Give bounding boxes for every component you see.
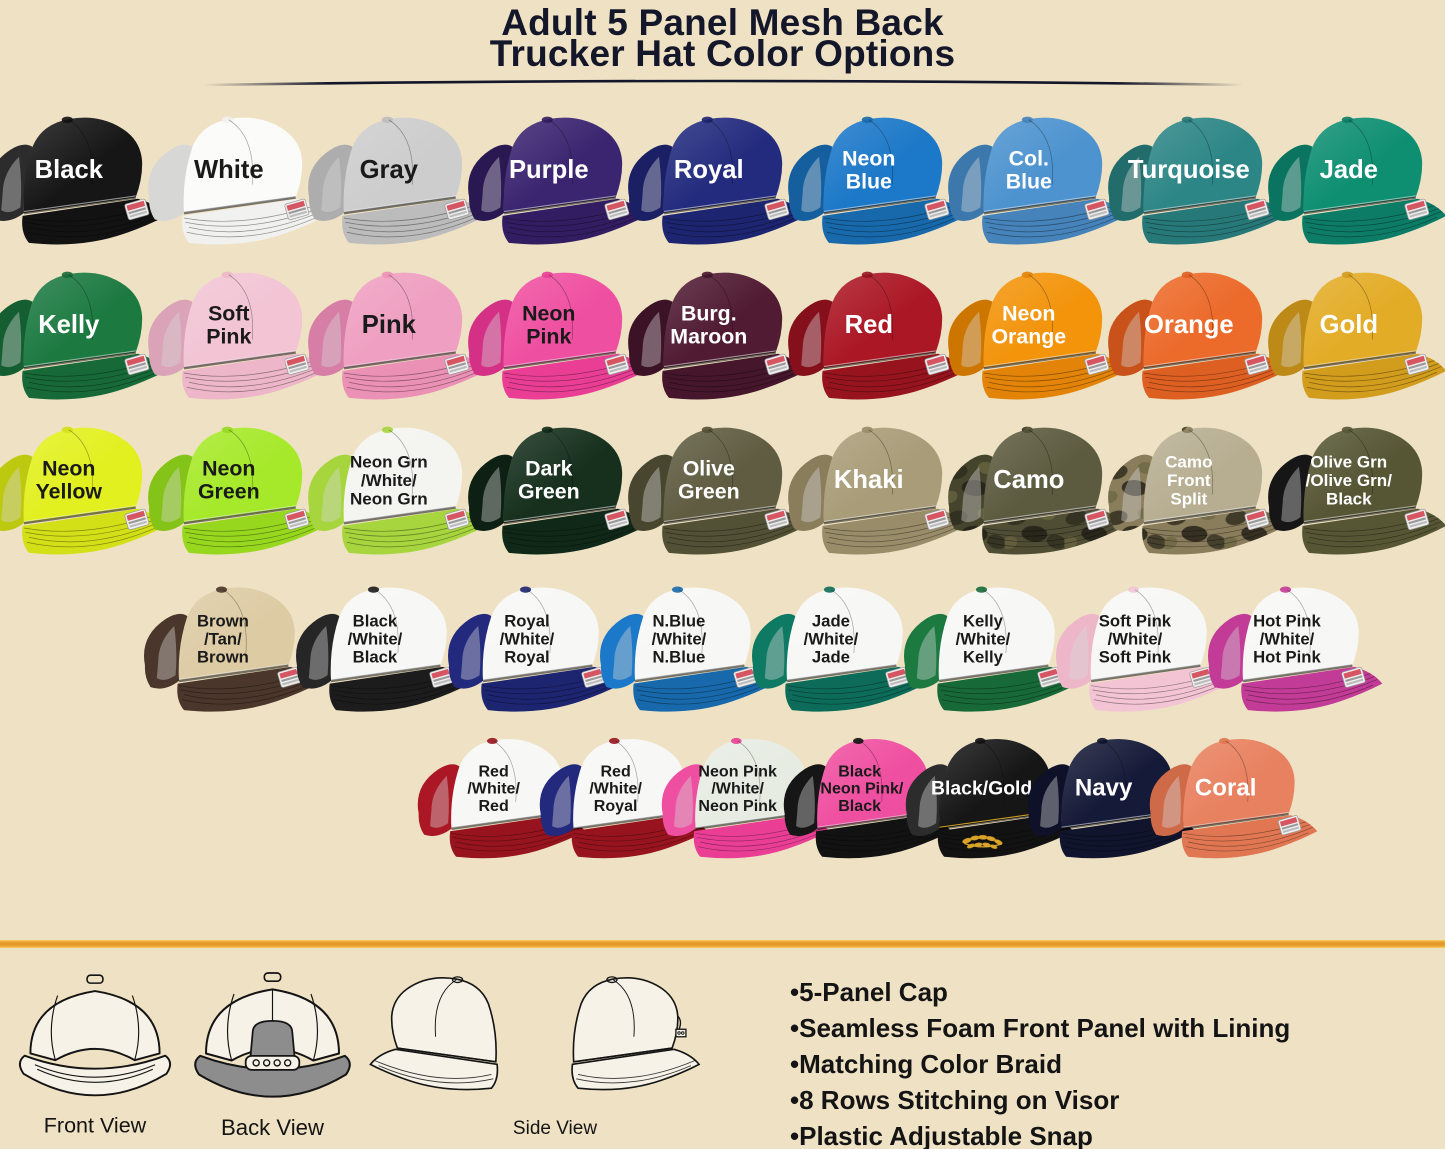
svg-text:Purple: Purple [509, 156, 589, 184]
svg-text:Kelly: Kelly [38, 311, 100, 339]
svg-text:Coral: Coral [1195, 775, 1257, 802]
svg-text:Gold: Gold [1320, 311, 1378, 339]
svg-text:White: White [194, 156, 264, 184]
svg-text:Black/White/Black: Black/White/Black [348, 611, 403, 666]
svg-text:Soft Pink/White/Soft Pink: Soft Pink/White/Soft Pink [1099, 611, 1172, 666]
svg-text:Back View: Back View [221, 1115, 325, 1140]
svg-text:Hot Pink/White/Hot Pink: Hot Pink/White/Hot Pink [1253, 611, 1321, 666]
svg-text:Neon Grn/White/Neon Grn: Neon Grn/White/Neon Grn [350, 452, 428, 508]
svg-text:Kelly/White/Kelly: Kelly/White/Kelly [956, 611, 1011, 666]
svg-text:Royal/White/Royal: Royal/White/Royal [500, 611, 555, 666]
svg-text:Khaki: Khaki [834, 466, 904, 494]
svg-text:Pink: Pink [362, 311, 417, 339]
svg-text:Jade: Jade [1320, 156, 1378, 184]
svg-text:Orange: Orange [1144, 311, 1234, 339]
svg-text:Navy: Navy [1075, 775, 1133, 802]
svg-text:Brown/Tan/Brown: Brown/Tan/Brown [197, 611, 249, 666]
svg-text:Col.Blue: Col. Blue [1006, 146, 1052, 193]
svg-text:N.Blue/White/N.Blue: N.Blue/White/N.Blue [652, 611, 707, 666]
svg-text:Black: Black [35, 156, 104, 184]
svg-text:Turquoise: Turquoise [1128, 156, 1250, 184]
svg-text:Front View: Front View [44, 1114, 147, 1138]
svg-text:Royal: Royal [674, 156, 744, 184]
svg-text:Burg.Maroon: Burg. Maroon [670, 301, 747, 348]
svg-text:Red: Red [845, 311, 893, 339]
svg-text:Gray: Gray [360, 156, 419, 184]
svg-text:Black/Gold: Black/Gold [931, 777, 1032, 799]
svg-text:Camo: Camo [993, 466, 1064, 494]
